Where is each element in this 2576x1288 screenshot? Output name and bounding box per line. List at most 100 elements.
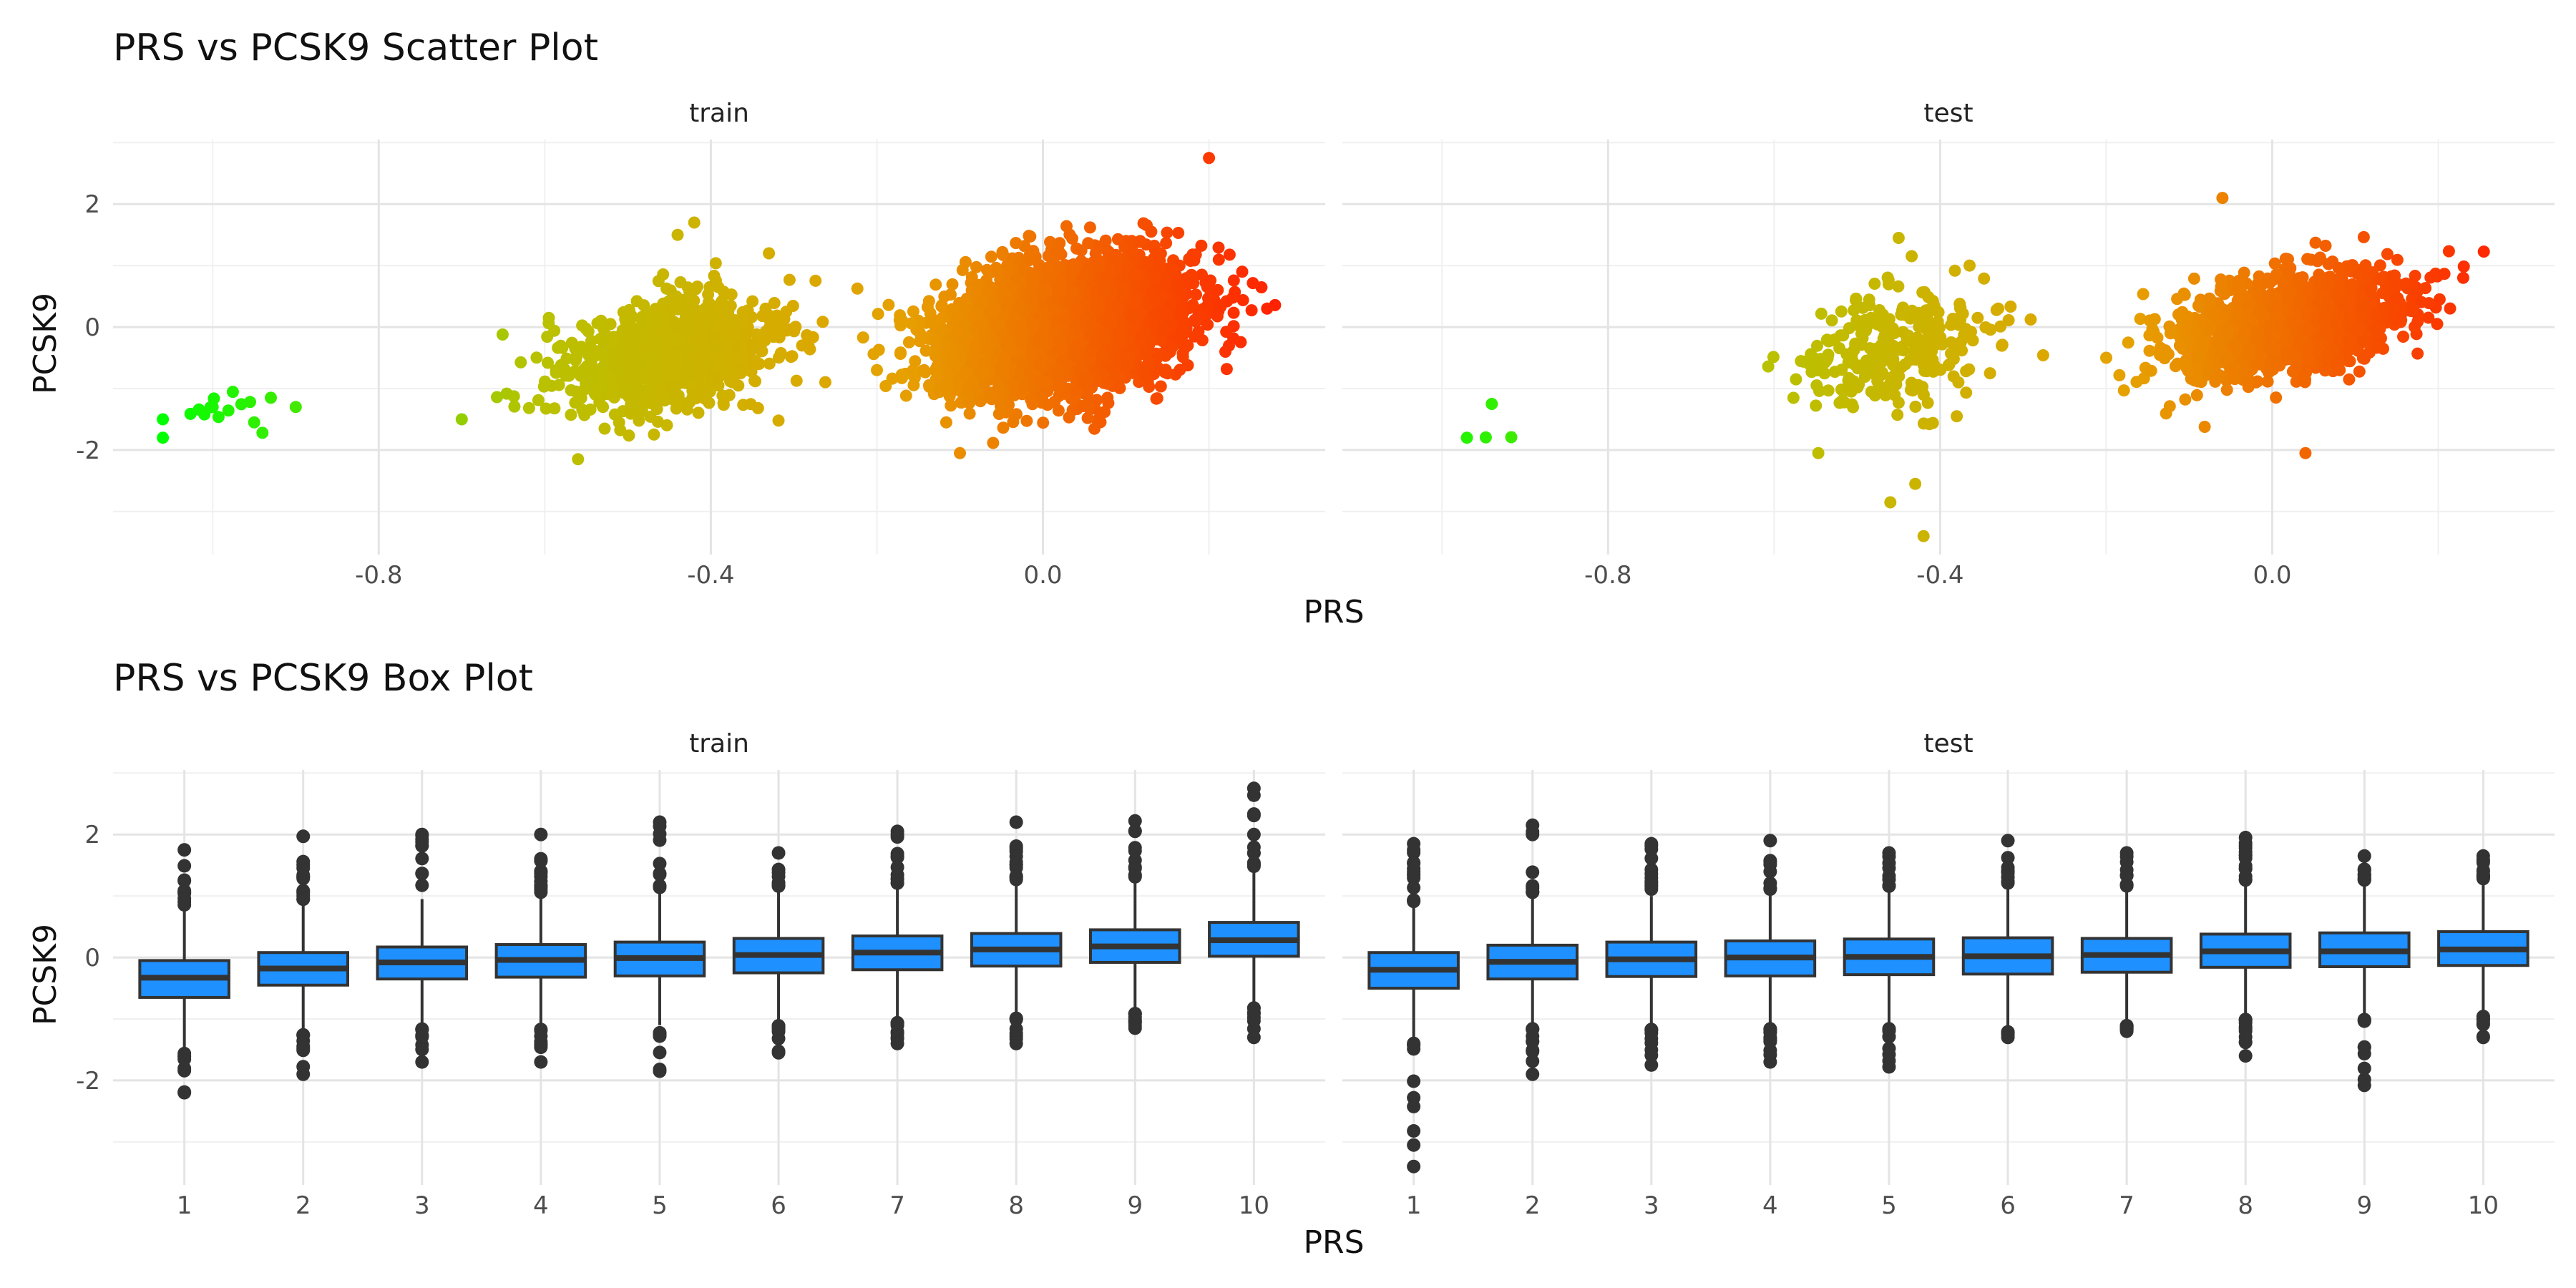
scatter-point [572,453,585,466]
scatter-point [960,293,973,306]
scatter-point [1928,300,1941,313]
scatter-point [773,351,785,364]
scatter-point [857,331,869,344]
scatter-point [542,356,554,369]
scatter-point [539,375,551,388]
scatter-point [688,216,701,229]
scatter-point [1027,318,1040,331]
scatter-point [1189,314,1202,327]
scatter-point [723,311,736,323]
box-title: PRS vs PCSK9 Box Plot [113,657,533,700]
scatter-point [455,413,468,426]
scatter-point [1848,375,1860,388]
scatter-point [680,298,693,311]
scatter-point [688,347,700,360]
scatter-point [1055,276,1068,288]
scatter-point [1148,293,1161,306]
x-tick-label: 0.0 [2253,561,2291,590]
scatter-point [650,314,663,327]
scatter-point [1186,298,1199,311]
scatter-point [1110,250,1122,263]
scatter-point [1111,233,1124,245]
scatter-point [996,245,1009,258]
scatter-point [1229,286,1241,298]
scatter-point [1945,347,1957,360]
scatter-point [1203,152,1216,165]
scatter-point [1811,364,1824,376]
scatter-point [1212,241,1225,254]
scatter-point [716,295,728,308]
scatter-point [1066,328,1079,341]
scatter-point [819,376,831,389]
scatter-point [666,315,679,328]
scatter-point [749,375,761,388]
scatter-point [786,300,799,312]
scatter-point [1881,271,1894,284]
scatter-point [963,396,976,409]
scatter-point [1033,336,1045,349]
scatter-point [948,354,961,367]
scatter-point [1094,408,1107,421]
scatter-point [569,396,582,409]
scatter-point [789,321,802,333]
scatter-point [1984,367,1996,380]
scatter-point [1075,244,1088,257]
scatter-point [1948,264,1961,277]
scatter-point [940,376,953,389]
scatter-point [1141,259,1154,271]
scatter-point [1971,311,1984,324]
scatter-point [1812,447,1825,459]
scatter-point [954,447,966,459]
scatter-panel-test: -0.8 -0.4 0.0 [1342,140,2555,590]
scatter-point [1106,361,1118,374]
scatter-point [796,339,809,352]
scatter-point [1190,288,1202,301]
scatter-point [1245,304,1258,317]
scatter-point [1160,237,1173,250]
scatter-points [157,152,1282,466]
scatter-point [1187,277,1200,290]
scatter-point [1862,366,1875,379]
scatter-point [992,408,1005,420]
scatter-point [226,386,239,399]
scatter-point [894,309,907,322]
scatter-point [919,344,932,357]
scatter-point [922,295,935,308]
scatter-point [1174,364,1186,376]
scatter-point [751,328,763,341]
scatter-point [1176,351,1189,364]
scatter-point [1113,381,1126,394]
scatter-point [1160,278,1173,291]
scatter-point [1067,284,1080,297]
scatter-point [939,338,952,351]
scatter-point [1891,409,1904,421]
scatter-point [736,306,749,318]
scatter-point [1145,225,1158,238]
scatter-point [633,414,645,427]
scatter-point [763,247,776,260]
scatter-point [1921,365,1933,378]
scatter-point [612,363,625,376]
scatter-point [1077,400,1090,412]
scatter-point [768,297,781,309]
scatter-point [606,389,619,402]
scatter-point [809,274,822,287]
scatter-point [1850,294,1862,306]
scatter-point [1994,320,2007,333]
scatter-point [1016,336,1029,349]
scatter-point [592,384,605,396]
scatter-point [923,379,935,391]
scatter-point [1078,376,1091,389]
scatter-point [1201,299,1214,312]
scatter-point [882,298,895,311]
scatter-point [585,334,597,347]
scatter-point [646,365,658,378]
scatter-point [1211,310,1224,323]
scatter-point [598,422,611,435]
scatter-point [633,324,645,337]
scatter-point [633,384,646,396]
scatter-point [198,408,211,421]
scatter-point [2477,245,2490,258]
scatter-point [683,286,696,298]
scatter-point [1059,313,1072,326]
